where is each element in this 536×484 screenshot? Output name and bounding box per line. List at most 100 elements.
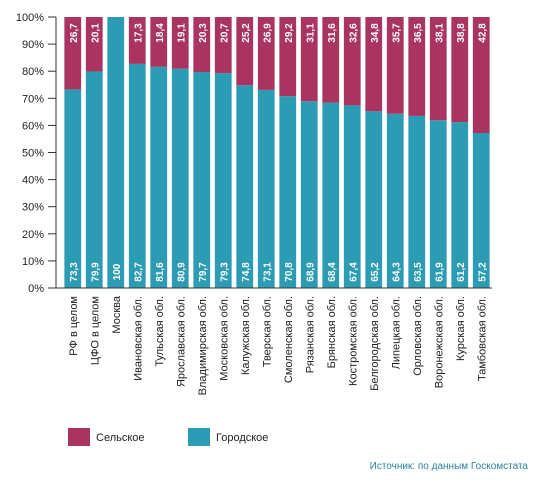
bar-segment — [472, 17, 490, 133]
x-tick-label: Владимирская обл. — [197, 296, 209, 395]
value-label: 20,7 — [219, 23, 230, 43]
y-tick-label: 60% — [22, 120, 44, 132]
bar-segment — [171, 17, 189, 69]
value-label: 82,7 — [133, 262, 144, 282]
bar-segment — [279, 96, 297, 288]
bar-segment — [429, 120, 447, 288]
y-tick-label: 40% — [22, 175, 44, 187]
legend-swatch — [68, 428, 90, 446]
value-label: 29,2 — [284, 23, 295, 43]
bar-segment — [386, 17, 404, 114]
value-label: 36,5 — [413, 23, 424, 43]
y-tick-label: 100% — [16, 12, 44, 24]
legend-label: Городское — [216, 432, 268, 444]
value-label: 42,8 — [477, 23, 488, 43]
y-tick-label: 80% — [22, 66, 44, 78]
bar-segment — [64, 17, 82, 90]
bar-segment — [171, 68, 189, 288]
bar-segment — [429, 17, 447, 121]
bar-segment — [193, 72, 211, 288]
value-label: 25,2 — [241, 23, 252, 43]
x-tick-label: Орловская обл. — [412, 296, 424, 376]
legend-label: Сельское — [96, 432, 145, 444]
bar-segment — [257, 17, 275, 90]
value-label: 38,8 — [456, 23, 467, 43]
x-tick-label: Смоленская обл. — [283, 296, 295, 383]
source-note: Источник: по данным Госкомстата — [370, 461, 529, 472]
bar-segment — [128, 63, 146, 289]
x-tick-label: Москва — [111, 295, 123, 333]
x-tick-label: Тверская обл. — [261, 296, 273, 367]
value-label: 35,7 — [391, 23, 402, 43]
x-tick-label: Белгородская обл. — [369, 296, 381, 391]
bar-segment — [150, 66, 168, 288]
bar-segment — [322, 17, 340, 103]
value-label: 65,2 — [370, 262, 381, 282]
bar-segment — [150, 17, 168, 67]
bar-segment — [365, 111, 383, 288]
x-tick-label: Костромская обл. — [347, 296, 359, 386]
y-tick-label: 50% — [22, 148, 44, 160]
bar-segment — [64, 89, 82, 289]
x-tick-label: Курская обл. — [455, 296, 467, 361]
value-label: 73,1 — [262, 262, 273, 282]
bar-segment — [343, 105, 361, 288]
value-label: 31,6 — [327, 23, 338, 43]
value-label: 68,9 — [305, 262, 316, 282]
x-tick-label: Московская обл. — [218, 296, 230, 381]
value-label: 26,7 — [69, 23, 80, 43]
value-label: 64,3 — [391, 262, 402, 282]
bar-segment — [193, 17, 211, 73]
bar-segment — [343, 17, 361, 106]
value-label: 32,6 — [348, 23, 359, 43]
bar-segment — [279, 17, 297, 97]
bar-segment — [451, 17, 469, 123]
y-tick-label: 70% — [22, 93, 44, 105]
bar-segment — [128, 17, 146, 64]
bar-segment — [85, 71, 103, 288]
value-label: 81,6 — [155, 262, 166, 282]
value-label: 79,3 — [219, 262, 230, 282]
y-tick-label: 0% — [28, 283, 44, 295]
value-label: 19,1 — [176, 23, 187, 43]
value-label: 79,7 — [198, 262, 209, 282]
value-label: 80,9 — [176, 262, 187, 282]
x-tick-label: Ивановская обл. — [132, 296, 144, 381]
value-label: 34,8 — [370, 23, 381, 43]
bar-segment — [214, 17, 232, 74]
x-tick-label: Воронежская обл. — [433, 296, 445, 388]
value-label: 26,9 — [262, 23, 273, 43]
value-label: 70,8 — [284, 262, 295, 282]
value-label: 20,1 — [90, 23, 101, 43]
bar-segment — [257, 89, 275, 288]
x-tick-label: Рязанская обл. — [304, 296, 316, 373]
bar-segment — [365, 17, 383, 112]
x-tick-label: Тамбовская обл. — [476, 296, 488, 381]
bar-segment — [386, 113, 404, 288]
bar-segment — [85, 17, 103, 72]
bar-segment — [236, 17, 254, 86]
x-tick-label: Ярославская обл. — [175, 296, 187, 387]
x-tick-label: Тульская обл. — [154, 296, 166, 367]
bar-segment — [236, 85, 254, 289]
value-label: 61,2 — [456, 262, 467, 282]
value-label: 74,8 — [241, 262, 252, 282]
value-label: 17,3 — [133, 23, 144, 43]
y-tick-label: 20% — [22, 229, 44, 241]
x-tick-label: Калужская обл. — [240, 296, 252, 375]
x-tick-label: Липецкая обл. — [390, 296, 402, 369]
value-label: 18,4 — [155, 23, 166, 43]
value-label: 68,4 — [327, 262, 338, 282]
bar-segment — [300, 17, 318, 102]
x-tick-label: Брянская обл. — [326, 296, 338, 368]
bar-segment — [300, 101, 318, 288]
bar-segment — [451, 122, 469, 288]
value-label: 57,2 — [477, 262, 488, 282]
bar-segment — [408, 17, 426, 116]
value-label: 38,1 — [434, 23, 445, 43]
value-label: 100 — [112, 263, 123, 280]
y-tick-label: 30% — [22, 202, 44, 214]
x-tick-label: ЦФО в целом — [89, 296, 101, 365]
y-tick-label: 90% — [22, 39, 44, 51]
